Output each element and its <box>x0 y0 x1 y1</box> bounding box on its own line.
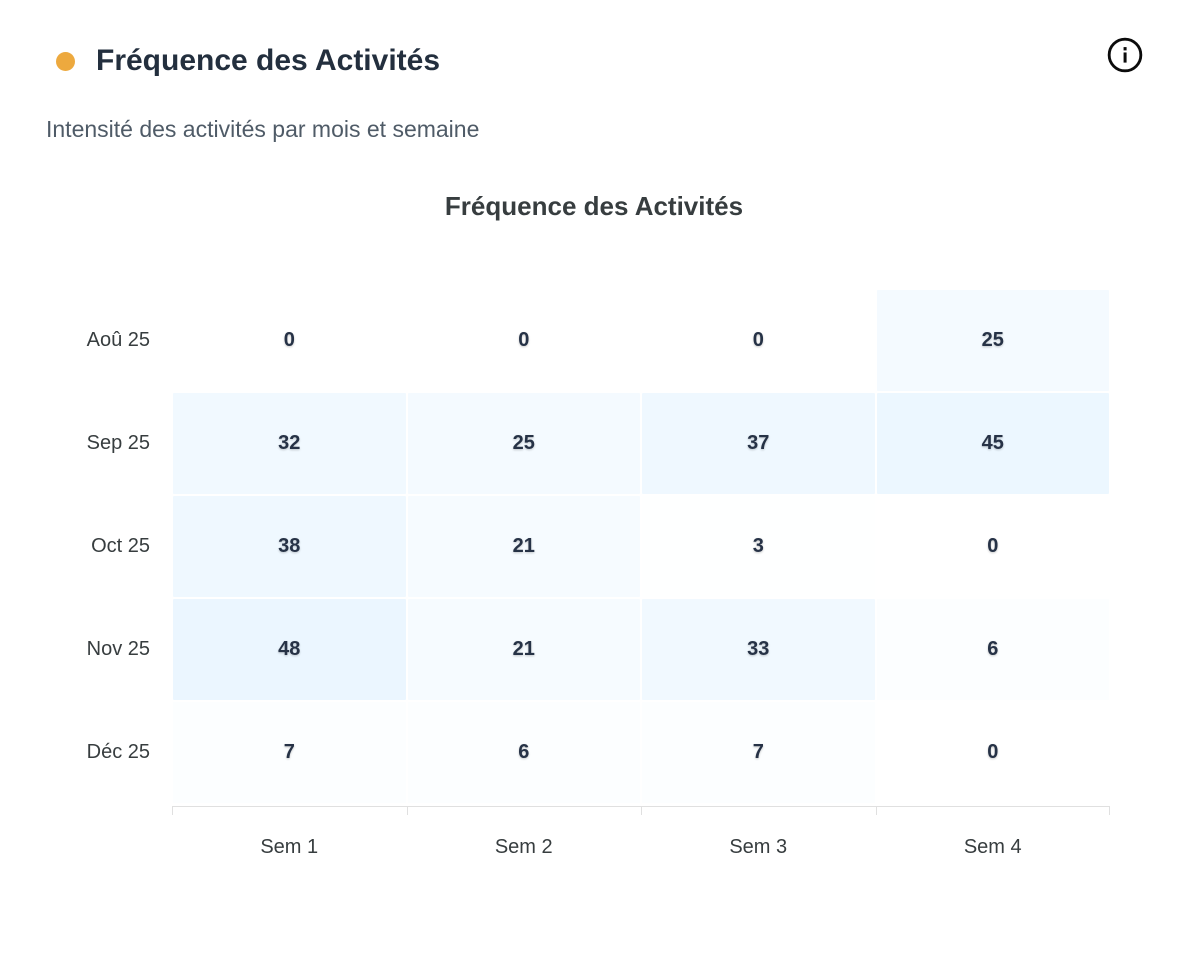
x-axis-label: Sem 1 <box>260 836 319 858</box>
info-circle-icon <box>1107 37 1143 73</box>
y-axis-label: Nov 25 <box>86 638 150 660</box>
heatmap-cell[interactable]: 6 <box>406 701 641 804</box>
y-axis-label: Déc 25 <box>86 741 150 763</box>
x-axis-label: Sem 3 <box>729 836 788 858</box>
heatmap-cell[interactable]: 33 <box>641 598 876 701</box>
heatmap-chart: Fréquence des Activités Aoû 25 0 0 0 25 Sep 2… <box>46 191 1142 859</box>
heatmap-cell[interactable]: 25 <box>406 392 641 495</box>
heatmap-row: Déc 25 7 6 7 0 <box>46 701 1110 804</box>
x-axis-label: Sem 4 <box>963 836 1022 858</box>
heatmap-cell[interactable]: 21 <box>406 495 641 598</box>
heatmap-row: Aoû 25 0 0 0 25 <box>46 289 1110 392</box>
y-axis-label: Aoû 25 <box>86 329 150 351</box>
heatmap-cell[interactable]: 0 <box>875 701 1110 804</box>
x-axis-tick <box>875 807 877 815</box>
heatmap-cell[interactable]: 21 <box>406 598 641 701</box>
heatmap-cell[interactable]: 0 <box>172 289 407 392</box>
heatmap-cell[interactable]: 3 <box>641 495 876 598</box>
heatmap-cell[interactable]: 38 <box>172 495 407 598</box>
x-axis-tick <box>406 807 408 815</box>
bullet-dot-icon <box>56 51 75 71</box>
x-axis-labels: Sem 1 Sem 2 Sem 3 Sem 4 <box>172 836 1110 859</box>
info-icon[interactable] <box>1105 35 1145 75</box>
heatmap-rows: Aoû 25 0 0 0 25 Sep 25 32 25 37 45 Oct 25 38 21 3 0 Nov… <box>46 289 1110 804</box>
heatmap-row: Oct 25 38 21 3 0 <box>46 495 1110 598</box>
heatmap-cell[interactable]: 0 <box>875 495 1110 598</box>
x-axis-tick <box>641 807 642 815</box>
x-axis-tick <box>1109 807 1110 815</box>
x-axis-line <box>172 806 1110 815</box>
card-title: Fréquence des Activités <box>96 44 441 77</box>
heatmap-cell[interactable]: 0 <box>406 289 641 392</box>
heatmap-plot-area: Aoû 25 0 0 0 25 Sep 25 32 25 37 45 Oct 25 38 21 3 0 Nov… <box>46 289 1110 859</box>
y-axis-label: Sep 25 <box>86 432 150 454</box>
heatmap-cell[interactable]: 25 <box>875 289 1110 392</box>
heatmap-cell[interactable]: 7 <box>172 701 407 804</box>
heatmap-row: Nov 25 48 21 33 6 <box>46 598 1110 701</box>
heatmap-cell[interactable]: 6 <box>875 598 1110 701</box>
y-axis-label: Oct 25 <box>91 535 150 557</box>
heatmap-cell[interactable]: 45 <box>875 392 1110 495</box>
x-axis-label: Sem 2 <box>494 836 553 858</box>
chart-title: Fréquence des Activités <box>444 191 744 221</box>
heatmap-cell[interactable]: 32 <box>172 392 407 495</box>
card-subtitle: Intensité des activités par mois et sema… <box>46 116 480 142</box>
card-header: Fréquence des Activités <box>0 0 1188 78</box>
heatmap-cell[interactable]: 48 <box>172 598 407 701</box>
heatmap-row: Sep 25 32 25 37 45 <box>46 392 1110 495</box>
heatmap-cell[interactable]: 0 <box>641 289 876 392</box>
heatmap-cell[interactable]: 37 <box>641 392 876 495</box>
heatmap-cell[interactable]: 7 <box>641 701 876 804</box>
x-axis-tick <box>172 807 173 815</box>
